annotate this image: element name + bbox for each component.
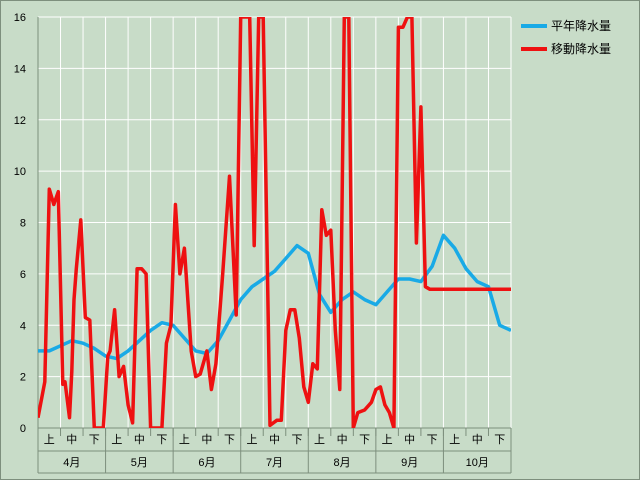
dekad-label: 中 — [472, 433, 483, 446]
y-tick-label: 10 — [14, 166, 26, 178]
dekad-label: 中 — [269, 433, 280, 446]
dekad-label: 上 — [314, 433, 325, 446]
dekad-label: 中 — [134, 433, 145, 446]
y-tick-label: 8 — [20, 218, 26, 230]
dekad-label: 下 — [359, 434, 370, 446]
series-line-2 — [38, 17, 511, 428]
y-tick-label: 12 — [14, 115, 26, 127]
month-label: 4月 — [63, 457, 80, 469]
dekad-label: 下 — [427, 434, 438, 446]
month-label: 9月 — [401, 457, 418, 469]
legend-label-1: 平年降水量 — [551, 19, 611, 33]
dekad-label: 上 — [449, 433, 460, 446]
dekad-label: 中 — [66, 433, 77, 446]
dekad-label: 上 — [382, 433, 393, 446]
month-label: 10月 — [466, 457, 489, 469]
dekad-label: 上 — [246, 433, 257, 446]
dekad-label: 中 — [404, 433, 415, 446]
dekad-label: 下 — [156, 434, 167, 446]
month-label: 8月 — [334, 457, 351, 469]
dekad-label: 上 — [111, 433, 122, 446]
y-tick-label: 6 — [20, 269, 26, 281]
y-tick-label: 2 — [20, 372, 26, 384]
y-tick-label: 0 — [20, 423, 26, 435]
dekad-label: 中 — [201, 433, 212, 446]
legend-label-2: 移動降水量 — [551, 42, 611, 56]
dekad-label: 下 — [494, 434, 505, 446]
month-label: 5月 — [131, 457, 148, 469]
month-label: 6月 — [198, 457, 215, 469]
dekad-label: 上 — [44, 433, 55, 446]
dekad-label: 中 — [337, 433, 348, 446]
y-tick-label: 16 — [14, 12, 26, 24]
dekad-label: 下 — [89, 434, 100, 446]
y-tick-label: 4 — [20, 320, 26, 332]
dekad-label: 下 — [224, 434, 235, 446]
month-label: 7月 — [266, 457, 283, 469]
y-tick-label: 14 — [14, 63, 26, 75]
dekad-label: 下 — [292, 434, 303, 446]
dekad-label: 上 — [179, 433, 190, 446]
